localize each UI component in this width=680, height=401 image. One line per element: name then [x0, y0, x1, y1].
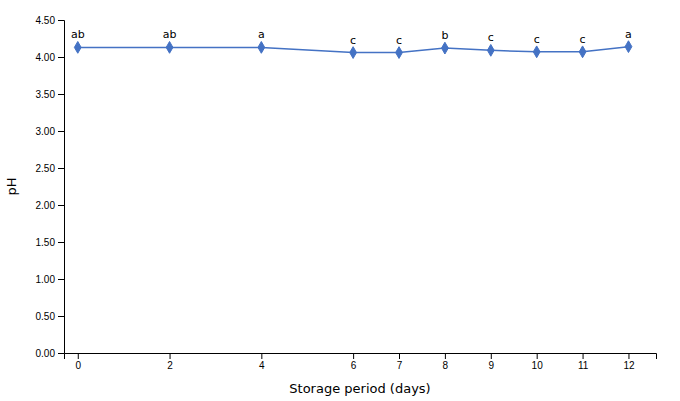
y-tick: 3.50: [36, 89, 64, 100]
y-tick-mark: [58, 353, 64, 354]
point: [625, 41, 632, 53]
point: [166, 41, 173, 53]
x-tick-label: 7: [397, 360, 403, 371]
annotation: c: [534, 33, 540, 46]
y-tick-mark: [58, 316, 64, 317]
plot: 0 2 4 6 7 8 9 10 11 12 0.00 0.50 1.00 1.50 2.00 2.50 3.0…: [36, 15, 657, 371]
x-tick-mark: [399, 353, 400, 359]
x-tick: 8: [443, 353, 449, 371]
chart: 0 2 4 6 7 8 9 10 11 12 0.00 0.50 1.00 1.50 2.00 2.50 3.0…: [0, 0, 680, 401]
annotation: a: [625, 28, 632, 41]
x-tick-label: 9: [489, 360, 495, 371]
y-tick: 4.00: [36, 52, 64, 63]
y-axis-title: pH: [4, 177, 19, 195]
annotation: ab: [163, 28, 177, 41]
y-tick-mark: [58, 57, 64, 58]
annotation: c: [350, 34, 356, 47]
point: [579, 46, 586, 58]
annotation: c: [396, 34, 402, 47]
x-tick: 7: [397, 353, 403, 371]
y-tick-label: 4.50: [36, 15, 56, 26]
x-tick-mark: [445, 353, 446, 359]
y-tick-mark: [58, 279, 64, 280]
x-tick: 2: [167, 353, 173, 371]
y-tick-label: 2.00: [36, 200, 56, 211]
y-tick: 1.50: [36, 237, 64, 248]
y-tick: 2.50: [36, 163, 64, 174]
annotations: ab ab a c c b c c c a: [71, 28, 632, 47]
point: [258, 41, 265, 53]
x-tick-mark: [628, 353, 629, 359]
y-tick-label: 4.00: [36, 52, 56, 63]
y-tick: 3.00: [36, 126, 64, 137]
annotation: c: [580, 33, 586, 46]
x-tick: 0: [75, 353, 81, 371]
y-axis-line: [58, 21, 65, 354]
x-tick-mark: [491, 353, 492, 359]
y-tick: 1.00: [36, 274, 64, 285]
annotation: c: [488, 31, 494, 44]
x-axis-line: [65, 354, 657, 360]
y-tick-label: 2.50: [36, 163, 56, 174]
x-tick-label: 6: [351, 360, 357, 371]
y-axis: 0.00 0.50 1.00 1.50 2.00 2.50 3.00 3.50 4.00 4.50: [36, 15, 65, 359]
y-tick-mark: [58, 242, 64, 243]
point: [74, 41, 81, 53]
x-tick-label: 12: [623, 360, 635, 371]
x-tick-mark: [261, 353, 262, 359]
point: [350, 47, 357, 59]
x-tick: 6: [351, 353, 357, 371]
x-axis: 0 2 4 6 7 8 9 10 11 12: [65, 353, 657, 371]
y-tick: 4.50: [36, 15, 64, 26]
y-tick-label: 0.50: [36, 311, 56, 322]
x-tick-mark: [583, 353, 584, 359]
y-tick-mark: [58, 20, 64, 21]
x-tick-label: 4: [259, 360, 265, 371]
x-tick-label: 10: [532, 360, 544, 371]
y-tick: 2.00: [36, 200, 64, 211]
x-tick: 12: [623, 353, 635, 371]
x-tick: 10: [532, 353, 544, 371]
y-tick-mark: [58, 168, 64, 169]
x-tick: 4: [259, 353, 265, 371]
x-tick-label: 8: [443, 360, 449, 371]
x-tick-label: 11: [578, 360, 589, 371]
x-tick-mark: [78, 353, 79, 359]
y-tick: 0.00: [36, 348, 64, 359]
x-tick: 9: [489, 353, 495, 371]
x-tick-mark: [170, 353, 171, 359]
x-tick-label: 0: [75, 360, 81, 371]
x-tick-label: 2: [167, 360, 173, 371]
y-tick-mark: [58, 205, 64, 206]
annotation: b: [441, 29, 448, 42]
point: [487, 44, 494, 56]
point: [533, 46, 540, 58]
point: [396, 47, 403, 59]
y-tick-label: 3.00: [36, 126, 56, 137]
y-tick-label: 1.50: [36, 237, 56, 248]
x-tick-mark: [537, 353, 538, 359]
annotation: ab: [71, 28, 85, 41]
y-tick-mark: [58, 131, 64, 132]
annotation: a: [258, 28, 265, 41]
y-tick-label: 3.50: [36, 89, 56, 100]
x-tick-mark: [353, 353, 354, 359]
x-tick: 11: [578, 353, 589, 371]
y-tick-label: 0.00: [36, 348, 56, 359]
y-tick: 0.50: [36, 311, 64, 322]
y-tick-mark: [58, 94, 64, 95]
point: [442, 42, 449, 54]
x-axis-title: Storage period (days): [289, 381, 430, 396]
y-tick-label: 1.00: [36, 274, 56, 285]
